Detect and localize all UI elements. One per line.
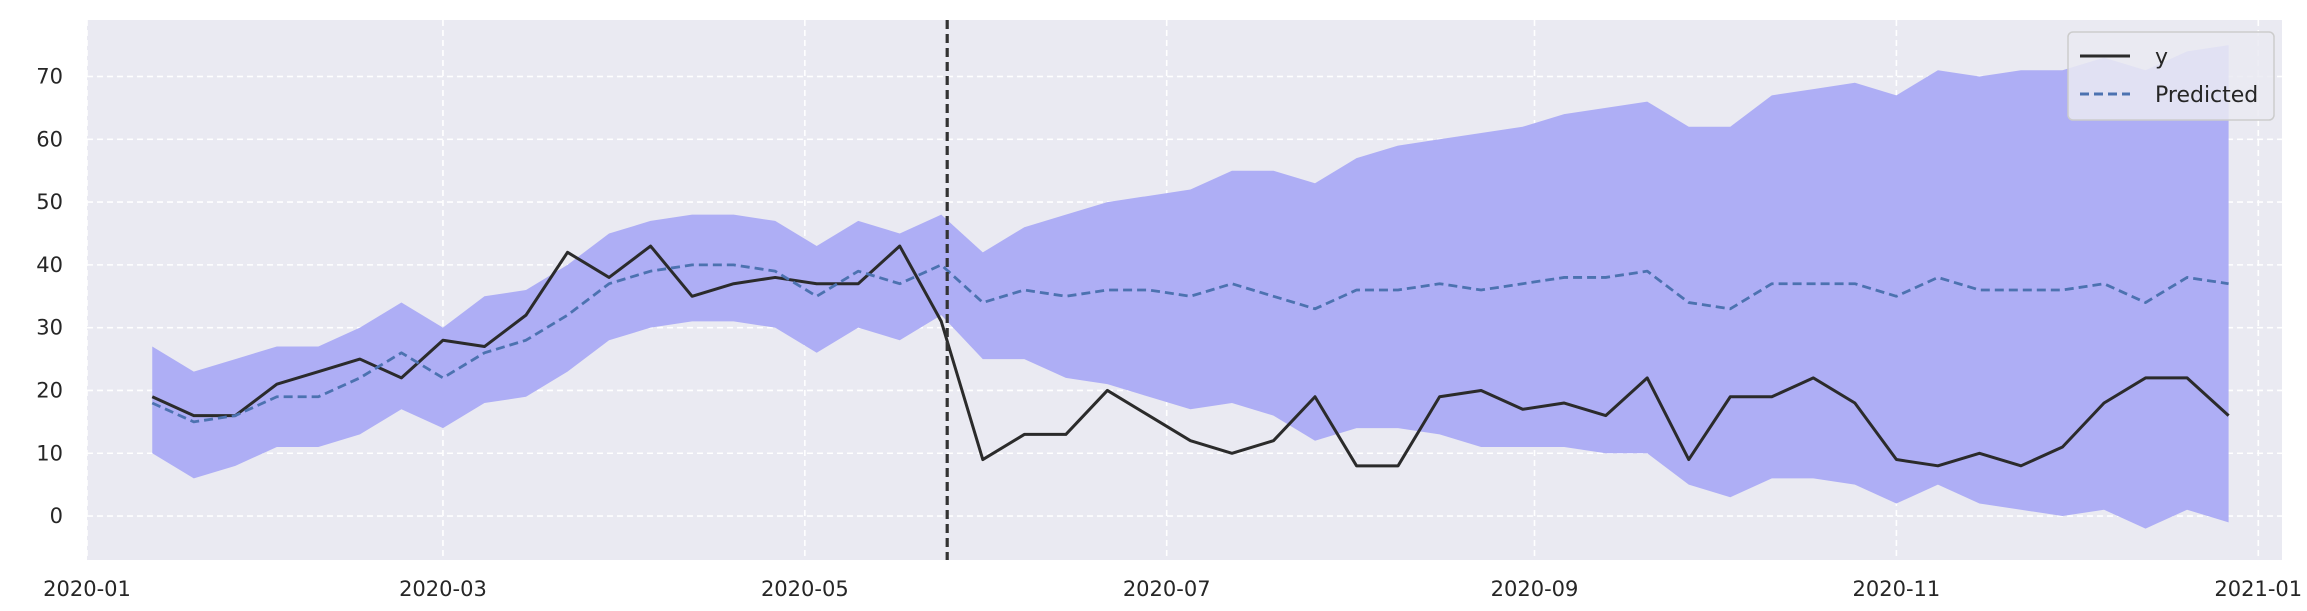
prediction-interval [152, 45, 2229, 529]
x-tick-label-1: 2020-03 [399, 577, 487, 601]
legend-label-predicted: Predicted [2155, 83, 2258, 108]
x-tick-label-0: 2020-01 [43, 577, 131, 601]
x-tick-labels: 2020-01 2020-03 2020-05 2020-07 2020-09 2020-… [43, 577, 2302, 601]
x-tick-label-6: 2021-01 [2214, 577, 2302, 601]
legend: y Predicted [2067, 31, 2275, 121]
y-tick-label-7: 70 [36, 65, 63, 89]
y-tick-label-1: 10 [36, 441, 63, 465]
y-tick-label-4: 40 [36, 253, 63, 277]
y-tick-label-6: 60 [36, 127, 63, 151]
legend-label-y: y [2155, 45, 2168, 70]
legend-box [2067, 31, 2275, 121]
series-layer [151, 20, 2230, 560]
series-line-y [151, 244, 2230, 468]
y-tick-label-5: 50 [36, 190, 63, 214]
x-tick-label-2: 2020-05 [761, 577, 849, 601]
y-tick-labels: 0 10 20 30 40 50 60 70 [36, 65, 63, 529]
y-tick-label-2: 20 [36, 378, 63, 402]
series-line-predicted [151, 263, 2229, 424]
x-tick-label-3: 2020-07 [1123, 577, 1211, 601]
x-tick-label-5: 2020-11 [1853, 577, 1941, 601]
interval-band [152, 45, 2229, 529]
y-tick-label-0: 0 [50, 504, 63, 528]
y-tick-label-3: 30 [36, 316, 63, 340]
x-tick-label-4: 2020-09 [1491, 577, 1579, 601]
